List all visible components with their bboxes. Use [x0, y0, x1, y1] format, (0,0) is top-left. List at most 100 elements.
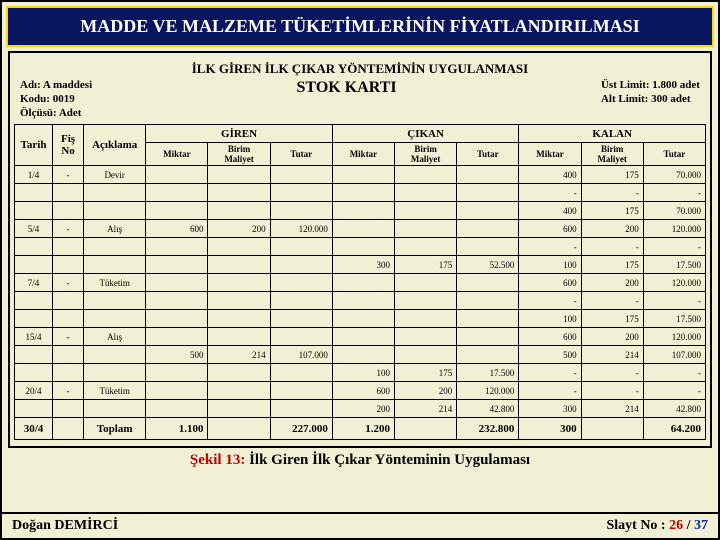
table-cell [53, 292, 84, 310]
table-cell: 70.000 [643, 202, 705, 220]
table-cell: 214 [208, 346, 270, 364]
table-cell: - [643, 184, 705, 202]
table-cell: 120.000 [643, 328, 705, 346]
table-cell [208, 166, 270, 184]
footer: Doğan DEMİRCİ Slayt No : 26 / 37 [2, 512, 718, 538]
table-cell: 17.500 [643, 310, 705, 328]
table-cell: 175 [395, 256, 457, 274]
table-cell: - [519, 238, 581, 256]
table-cell [53, 310, 84, 328]
upper-limit: Üst Limit: 1.800 adet [601, 79, 700, 93]
table-cell: - [519, 184, 581, 202]
table-cell [270, 184, 332, 202]
table-cell: 175 [581, 202, 643, 220]
table-cell [208, 328, 270, 346]
table-cell [146, 166, 208, 184]
table-cell [208, 184, 270, 202]
table-cell [457, 292, 519, 310]
table-row: 20021442.80030021442.800 [15, 400, 706, 418]
table-cell: 500 [146, 346, 208, 364]
table-cell: 600 [519, 220, 581, 238]
table-cell: 200 [208, 220, 270, 238]
table-cell [270, 400, 332, 418]
table-cell [53, 400, 84, 418]
table-cell: 70.000 [643, 166, 705, 184]
table-cell [457, 202, 519, 220]
caption-label: Şekil 13: [190, 452, 245, 468]
figure-caption: Şekil 13: İlk Giren İlk Çıkar Yönteminin… [2, 448, 718, 469]
table-cell [270, 310, 332, 328]
table-cell [84, 346, 146, 364]
table-cell: - [53, 382, 84, 400]
total-cell: 300 [519, 418, 581, 440]
table-cell: - [643, 238, 705, 256]
table-cell [146, 238, 208, 256]
th-g-birim: Birim Maliyet [208, 143, 270, 166]
table-cell [208, 364, 270, 382]
slide-total: 37 [694, 518, 708, 533]
th-k-tutar: Tutar [643, 143, 705, 166]
table-cell [84, 292, 146, 310]
table-cell: 52.500 [457, 256, 519, 274]
th-k-birim: Birim Maliyet [581, 143, 643, 166]
table-cell: 200 [581, 274, 643, 292]
table-cell [15, 238, 53, 256]
total-cell: Toplam [84, 418, 146, 440]
th-fisno: Fiş No [53, 125, 84, 166]
table-cell [332, 202, 394, 220]
table-cell: 300 [332, 256, 394, 274]
material-code: Kodu: 0019 [20, 93, 92, 107]
table-cell [208, 382, 270, 400]
table-cell: 600 [146, 220, 208, 238]
page-title: MADDE VE MALZEME TÜKETİMLERİNİN FİYATLAN… [6, 6, 714, 47]
total-cell: 232.800 [457, 418, 519, 440]
table-cell: - [53, 274, 84, 292]
table-cell [395, 220, 457, 238]
table-cell: - [53, 220, 84, 238]
table-cell [208, 256, 270, 274]
table-cell: 120.000 [643, 274, 705, 292]
table-cell [84, 400, 146, 418]
table-cell: 5/4 [15, 220, 53, 238]
table-cell [270, 256, 332, 274]
table-cell [395, 238, 457, 256]
table-row: 10017517.500 [15, 310, 706, 328]
table-cell [457, 274, 519, 292]
table-cell [53, 346, 84, 364]
table-cell [146, 202, 208, 220]
table-cell [270, 292, 332, 310]
table-cell: - [581, 364, 643, 382]
stock-table: Tarih Fiş No Açıklama GİREN ÇIKAN KALAN … [14, 124, 706, 440]
table-row: --- [15, 292, 706, 310]
table-row: --- [15, 184, 706, 202]
total-cell: 30/4 [15, 418, 53, 440]
stock-card: İLK GİREN İLK ÇIKAR YÖNTEMİNİN UYGULANMA… [8, 51, 712, 448]
table-cell [270, 364, 332, 382]
table-cell: 200 [581, 328, 643, 346]
table-cell: - [581, 292, 643, 310]
table-cell [208, 400, 270, 418]
table-cell: - [519, 382, 581, 400]
table-cell [84, 310, 146, 328]
table-cell [332, 274, 394, 292]
sub-title: İLK GİREN İLK ÇIKAR YÖNTEMİNİN UYGULANMA… [14, 57, 706, 79]
table-cell [395, 166, 457, 184]
table-cell: - [581, 238, 643, 256]
table-cell: 100 [519, 310, 581, 328]
table-cell: 600 [332, 382, 394, 400]
table-row: 500214107.000500214107.000 [15, 346, 706, 364]
table-cell [146, 400, 208, 418]
total-cell: 227.000 [270, 418, 332, 440]
table-cell: 175 [395, 364, 457, 382]
table-cell [146, 364, 208, 382]
table-cell [270, 274, 332, 292]
table-cell: - [53, 166, 84, 184]
table-cell: 175 [581, 256, 643, 274]
table-cell [53, 184, 84, 202]
table-cell: - [581, 382, 643, 400]
table-row: 1/4-Devir40017570.000 [15, 166, 706, 184]
table-cell: 200 [332, 400, 394, 418]
table-cell: Tüketim [84, 274, 146, 292]
slide-sep: / [687, 518, 691, 533]
table-cell [270, 238, 332, 256]
